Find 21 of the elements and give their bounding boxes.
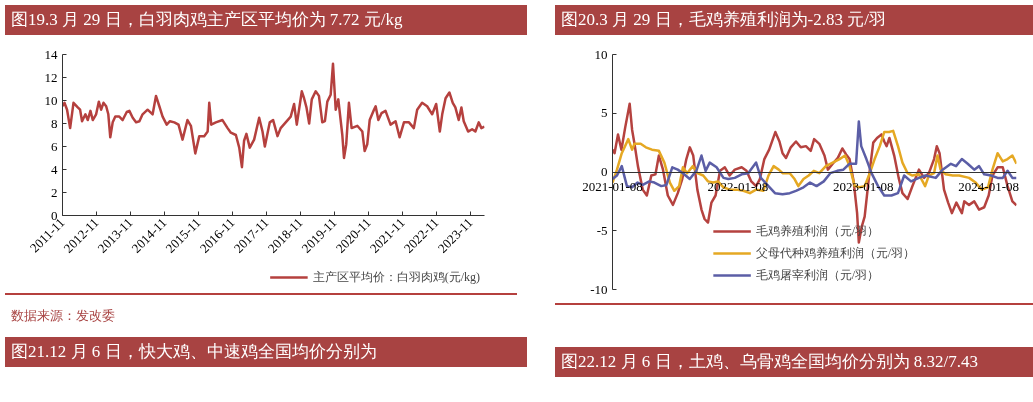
legend-label: 父母代种鸡养殖利润（元/羽） (755, 244, 916, 262)
caption: 图21.12 月 6 日，快大鸡、中速鸡全国均价分别为 (11, 341, 377, 363)
y-tick-label: 10 (594, 46, 608, 62)
chart-title: 图20.3 月 29 日，毛鸡养殖利润为-2.83 元/羽 (561, 9, 886, 31)
y-tick-label: 4 (51, 161, 58, 177)
y-tick-label: -5 (596, 222, 608, 238)
y-tick-label: 12 (44, 69, 58, 85)
chart-title: 图19.3 月 29 日，白羽肉鸡主产区平均价为 7.72 元/kg (11, 9, 403, 31)
source-note: 数据来源：发改委 (11, 307, 115, 325)
y-tick-label: 5 (601, 105, 608, 121)
y-tick-label: 14 (44, 46, 58, 62)
y-tick-label: 6 (51, 138, 58, 154)
legend-label: 毛鸡屠宰利润（元/羽） (755, 266, 880, 284)
legend-label: 主产区平均价：白羽肉鸡(元/kg) (312, 268, 480, 286)
line-series (62, 62, 485, 169)
caption: 图22.12 月 6 日，土鸡、乌骨鸡全国均价分别为 8.32/7.43 (561, 351, 978, 373)
y-tick-label: 10 (44, 92, 58, 108)
y-tick-label: -10 (590, 281, 608, 297)
y-tick-label: 0 (601, 164, 608, 179)
y-tick-label: 2 (51, 184, 58, 200)
y-tick-label: 8 (51, 115, 58, 131)
